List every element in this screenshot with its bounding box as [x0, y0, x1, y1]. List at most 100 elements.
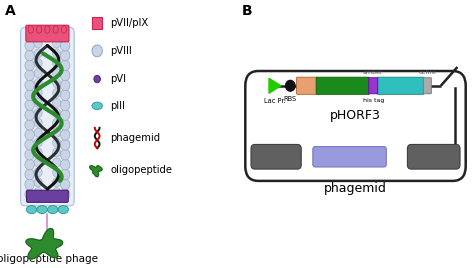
- Circle shape: [34, 98, 42, 107]
- Text: oligopeptide phage: oligopeptide phage: [0, 254, 98, 264]
- Text: RBS: RBS: [284, 96, 297, 102]
- Circle shape: [25, 159, 34, 170]
- Circle shape: [25, 120, 34, 130]
- Circle shape: [34, 158, 42, 167]
- Circle shape: [34, 49, 42, 58]
- Circle shape: [34, 148, 42, 157]
- FancyBboxPatch shape: [369, 78, 378, 94]
- Circle shape: [61, 50, 70, 61]
- Circle shape: [61, 159, 70, 170]
- Circle shape: [25, 179, 34, 190]
- Ellipse shape: [27, 206, 37, 214]
- Circle shape: [53, 59, 61, 68]
- Text: his tag: his tag: [363, 98, 384, 103]
- FancyBboxPatch shape: [27, 190, 68, 202]
- Circle shape: [53, 79, 61, 88]
- Ellipse shape: [28, 26, 33, 33]
- Circle shape: [94, 75, 100, 83]
- Text: bla: bla: [343, 152, 356, 161]
- Text: A: A: [5, 4, 16, 18]
- FancyBboxPatch shape: [377, 77, 424, 94]
- Circle shape: [34, 188, 42, 197]
- Circle shape: [61, 129, 70, 140]
- Circle shape: [53, 108, 61, 117]
- Circle shape: [25, 50, 34, 61]
- Text: insert: insert: [331, 83, 355, 89]
- Ellipse shape: [36, 26, 42, 33]
- Circle shape: [25, 169, 34, 180]
- Circle shape: [53, 88, 61, 98]
- Text: pVII/pIX: pVII/pIX: [110, 18, 148, 28]
- Polygon shape: [26, 229, 63, 259]
- Text: B: B: [242, 4, 252, 18]
- Circle shape: [25, 60, 34, 71]
- Ellipse shape: [47, 206, 58, 214]
- Ellipse shape: [53, 26, 58, 33]
- Ellipse shape: [45, 26, 50, 33]
- Text: pVIII: pVIII: [110, 46, 132, 56]
- Circle shape: [53, 49, 61, 58]
- Circle shape: [61, 90, 70, 100]
- Ellipse shape: [92, 102, 102, 110]
- Circle shape: [25, 129, 34, 140]
- Circle shape: [61, 80, 70, 91]
- Text: M13 ori: M13 ori: [418, 152, 450, 161]
- Circle shape: [25, 100, 34, 110]
- FancyBboxPatch shape: [21, 27, 74, 206]
- Circle shape: [61, 120, 70, 130]
- Circle shape: [53, 118, 61, 127]
- Circle shape: [25, 90, 34, 100]
- Circle shape: [34, 79, 42, 88]
- Circle shape: [25, 149, 34, 160]
- Circle shape: [25, 70, 34, 81]
- Circle shape: [53, 168, 61, 177]
- Ellipse shape: [37, 206, 47, 214]
- Circle shape: [53, 69, 61, 78]
- FancyBboxPatch shape: [297, 77, 318, 94]
- Polygon shape: [269, 78, 281, 93]
- FancyBboxPatch shape: [92, 17, 102, 29]
- Circle shape: [25, 80, 34, 91]
- Circle shape: [25, 189, 34, 200]
- Circle shape: [61, 100, 70, 110]
- Circle shape: [34, 118, 42, 127]
- Circle shape: [34, 138, 42, 147]
- Text: ochre: ochre: [419, 69, 436, 75]
- Circle shape: [53, 39, 61, 48]
- Circle shape: [34, 69, 42, 78]
- Text: phagemid: phagemid: [110, 133, 160, 143]
- Ellipse shape: [62, 26, 66, 33]
- Circle shape: [34, 178, 42, 187]
- Circle shape: [53, 158, 61, 167]
- Text: gIII: gIII: [394, 83, 407, 89]
- Circle shape: [61, 179, 70, 190]
- Circle shape: [61, 149, 70, 160]
- FancyBboxPatch shape: [407, 144, 460, 169]
- Text: pIII: pIII: [110, 101, 125, 111]
- FancyBboxPatch shape: [316, 77, 370, 94]
- FancyBboxPatch shape: [26, 25, 69, 42]
- Circle shape: [34, 88, 42, 98]
- Circle shape: [25, 139, 34, 150]
- Circle shape: [92, 45, 102, 57]
- Circle shape: [61, 40, 70, 51]
- Circle shape: [61, 169, 70, 180]
- Circle shape: [53, 138, 61, 147]
- Circle shape: [34, 128, 42, 137]
- Circle shape: [53, 98, 61, 107]
- Circle shape: [34, 168, 42, 177]
- Text: colE1: colE1: [264, 152, 288, 161]
- Text: pelB: pelB: [298, 83, 316, 89]
- Polygon shape: [90, 166, 102, 177]
- Circle shape: [61, 70, 70, 81]
- Circle shape: [53, 148, 61, 157]
- Circle shape: [53, 178, 61, 187]
- Circle shape: [34, 108, 42, 117]
- Text: Lac Pr.: Lac Pr.: [264, 98, 286, 104]
- FancyBboxPatch shape: [313, 147, 386, 167]
- FancyBboxPatch shape: [251, 144, 301, 169]
- Text: pVI: pVI: [110, 74, 126, 84]
- Circle shape: [61, 60, 70, 71]
- Ellipse shape: [58, 206, 69, 214]
- Circle shape: [53, 188, 61, 197]
